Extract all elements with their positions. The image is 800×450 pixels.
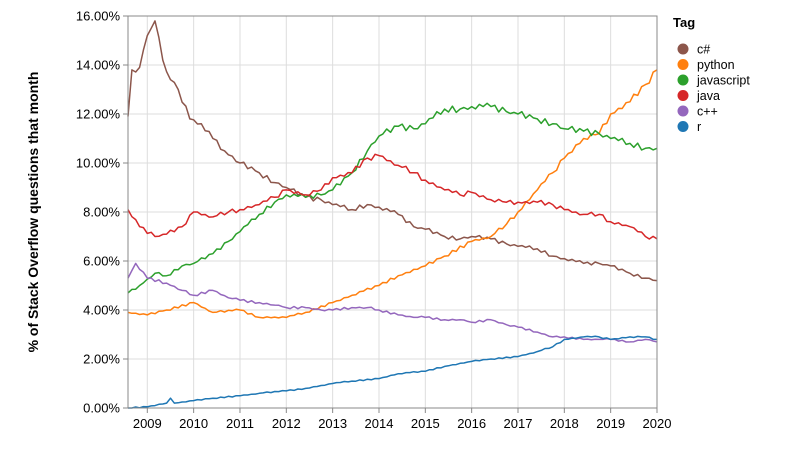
- legend-swatch: [677, 74, 689, 86]
- legend-label: python: [697, 58, 735, 72]
- legend-label: java: [696, 89, 720, 103]
- series-lines: [127, 20, 658, 409]
- x-tick-label: 2015: [411, 416, 440, 431]
- legend-label: javascript: [696, 74, 750, 88]
- legend-label: r: [697, 120, 701, 134]
- y-tick-label: 2.00%: [83, 352, 120, 367]
- y-tick-label: 16.00%: [76, 9, 121, 24]
- series-line-python: [127, 69, 658, 319]
- x-tick-label: 2020: [643, 416, 672, 431]
- series-line-c++: [127, 262, 658, 343]
- x-tick-label: 2009: [133, 416, 162, 431]
- legend-swatch: [677, 43, 689, 55]
- x-tick-label: 2010: [179, 416, 208, 431]
- y-tick-label: 4.00%: [83, 303, 120, 318]
- x-tick-label: 2019: [596, 416, 625, 431]
- y-tick-label: 8.00%: [83, 205, 120, 220]
- legend-title: Tag: [673, 15, 695, 30]
- series-line-c#: [127, 20, 658, 282]
- series-line-r: [128, 335, 658, 409]
- legend-label: c++: [697, 105, 718, 119]
- axes: 0.00% 2.00% 4.00% 6.00% 8.00% 10.00% 12.00% 14.…: [76, 9, 672, 432]
- y-tick-label: 10.00%: [76, 156, 121, 171]
- plot-frame: [127, 15, 658, 409]
- x-tick-label: 2012: [272, 416, 301, 431]
- x-tick-label: 2013: [318, 416, 347, 431]
- y-tick-label: 14.00%: [76, 58, 121, 73]
- legend-swatch: [677, 121, 689, 132]
- series-line-javascript: [127, 102, 658, 294]
- x-tick-label: 2011: [226, 416, 254, 431]
- y-tick-label: 6.00%: [83, 254, 120, 269]
- x-tick-label: 2016: [457, 416, 486, 431]
- y-tick-label: 0.00%: [83, 401, 120, 416]
- grid: [128, 15, 658, 409]
- y-axis-title: % of Stack Overflow questions that month: [25, 72, 41, 353]
- x-tick-label: 2014: [365, 416, 394, 431]
- legend-swatch: [677, 59, 689, 70]
- x-tick-label: 2018: [550, 416, 579, 431]
- series-line-java: [127, 153, 658, 240]
- legend-label: c#: [697, 43, 710, 57]
- legend-swatch: [677, 90, 689, 101]
- legend-swatch: [677, 105, 689, 117]
- y-tick-label: 12.00%: [76, 107, 121, 122]
- x-tick-label: 2017: [504, 416, 533, 431]
